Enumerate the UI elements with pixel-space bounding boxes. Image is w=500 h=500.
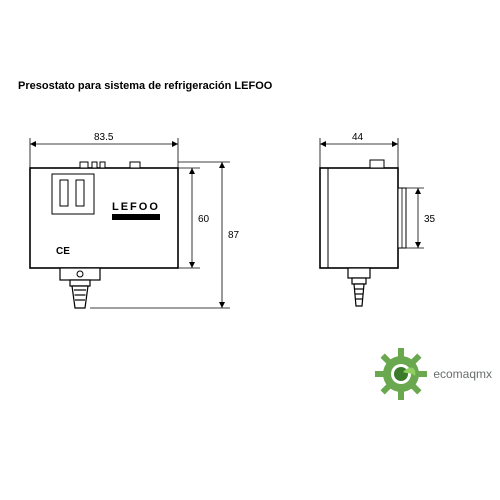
ce-mark: CE bbox=[56, 246, 70, 257]
front-view: 83.5 LEFOO CE bbox=[30, 132, 240, 308]
dim-height-outer-value: 87 bbox=[228, 230, 240, 241]
dim-height-inner-value: 60 bbox=[198, 214, 210, 225]
dim-mid-side-value: 35 bbox=[424, 214, 436, 225]
dim-top-front-value: 83.5 bbox=[94, 132, 114, 143]
watermark-label: ecomaqmx bbox=[433, 367, 492, 381]
dim-height-inner: 60 bbox=[178, 168, 210, 268]
dim-top-side: 44 bbox=[320, 132, 398, 168]
brand-label: LEFOO bbox=[112, 201, 160, 213]
gear-icon bbox=[373, 346, 429, 402]
side-view: 44 bbox=[320, 132, 436, 306]
watermark: ecomaqmx bbox=[373, 346, 492, 402]
dim-mid-side: 35 bbox=[406, 188, 436, 248]
dim-top-side-value: 44 bbox=[352, 132, 364, 143]
page-title: Presostato para sistema de refrigeración… bbox=[18, 80, 272, 92]
